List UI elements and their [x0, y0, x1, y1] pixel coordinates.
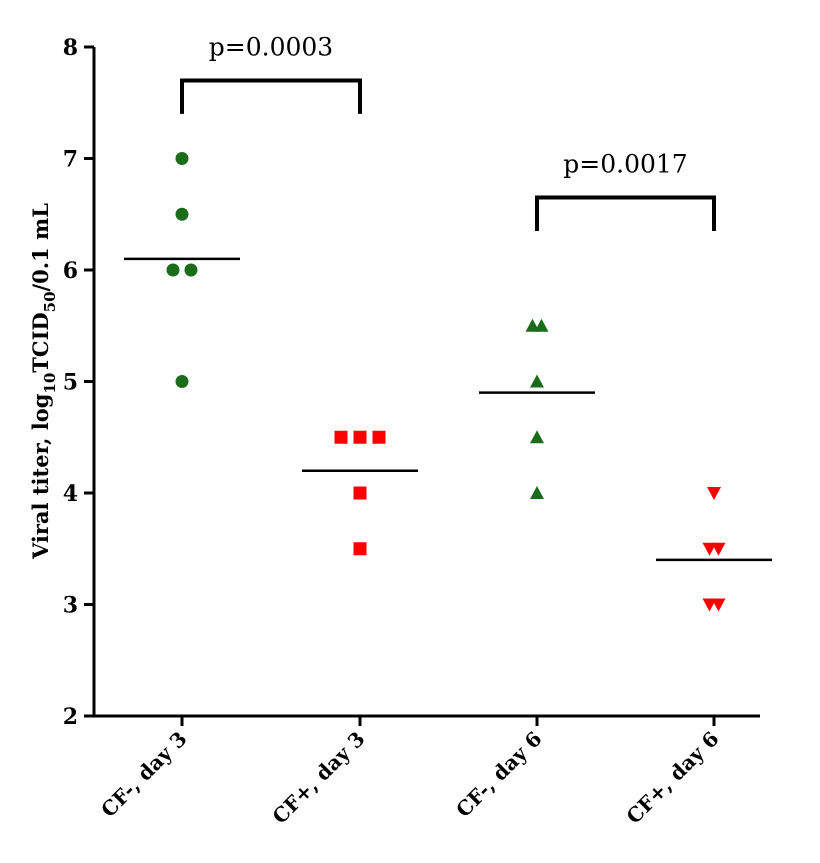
data-point	[175, 207, 189, 221]
data-point	[525, 318, 540, 332]
data-point	[530, 430, 544, 444]
y-axis-label: Viral titer, log10TCID50/0.1 mL	[28, 203, 59, 560]
x-tick-label: CF-, day 3	[96, 727, 191, 822]
significance-bracket	[535, 195, 716, 231]
mean-lines	[124, 257, 772, 562]
data-point	[530, 486, 544, 499]
x-tick-label: CF-, day 6	[451, 727, 546, 822]
data-point	[353, 430, 367, 444]
p-value-label: p=0.0017	[563, 150, 687, 179]
y-tick-label: 3	[63, 593, 78, 619]
data-point	[702, 542, 717, 556]
data-point	[711, 598, 726, 612]
data-point	[534, 318, 549, 332]
significance-brackets: p=0.0003 p=0.0017	[180, 32, 716, 231]
y-tick-label: 5	[63, 370, 78, 396]
data-point	[184, 263, 198, 277]
data-point	[707, 487, 721, 500]
data-point	[166, 263, 180, 277]
y-axis: 2 3 4 5 6 7 8	[63, 35, 96, 730]
y-tick-label: 2	[63, 704, 78, 730]
y-tick-label: 6	[63, 258, 78, 284]
p-value-label: p=0.0003	[209, 32, 333, 61]
data-point	[175, 375, 189, 388]
data-point	[372, 430, 386, 444]
significance-bracket	[180, 78, 362, 114]
y-tick-label: 7	[63, 147, 78, 173]
data-point	[334, 430, 348, 444]
x-axis: CF-, day 3 CF+, day 3 CF-, day 6 CF+, day 6	[94, 714, 760, 829]
data-point	[175, 152, 189, 165]
data-point	[711, 542, 726, 556]
data-point	[530, 374, 544, 388]
data-point	[353, 542, 367, 556]
data-points	[166, 152, 726, 612]
y-tick-label: 4	[63, 481, 78, 507]
x-tick-label: CF+, day 6	[622, 727, 724, 829]
y-tick-label: 8	[63, 35, 78, 61]
data-point	[702, 598, 717, 612]
data-point	[353, 486, 367, 500]
x-tick-label: CF+, day 3	[268, 727, 370, 829]
